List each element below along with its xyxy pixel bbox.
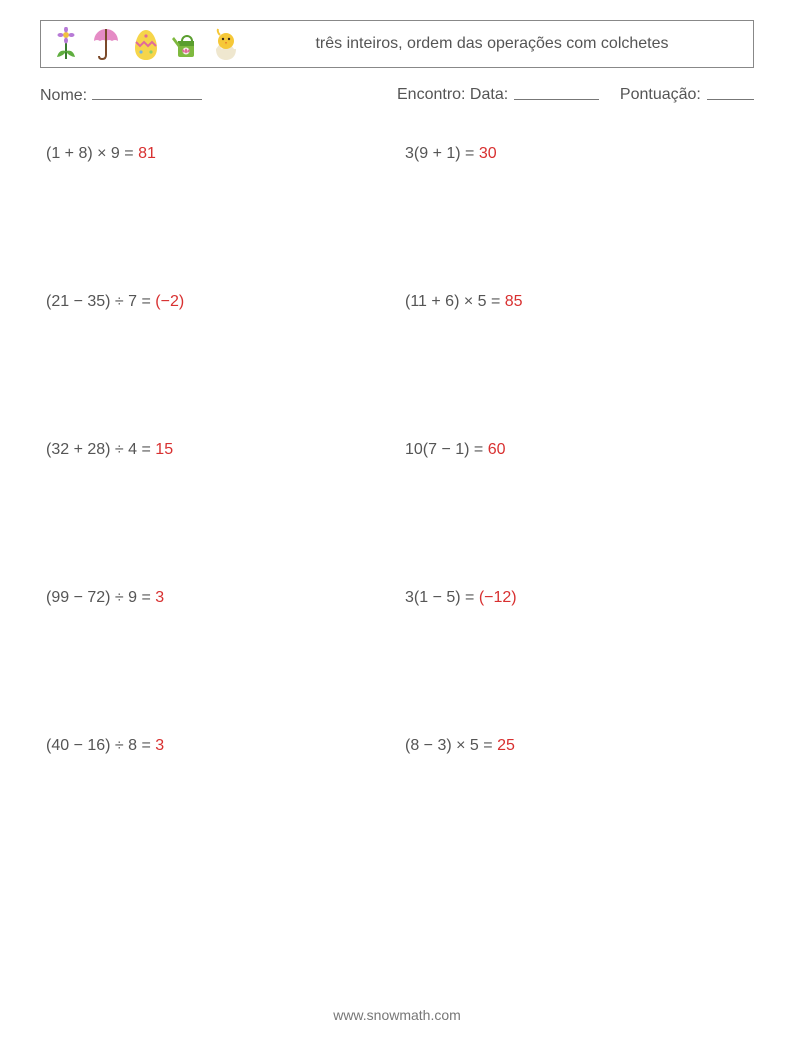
score-label: Pontuação: <box>620 86 701 105</box>
problem-answer: 25 <box>497 737 515 754</box>
problem-answer: 81 <box>138 145 156 162</box>
header-box: três inteiros, ordem das operações com c… <box>40 20 754 68</box>
problem-answer: 85 <box>505 293 523 310</box>
problem-1: (1 + 8) × 9 = 81 <box>46 145 395 163</box>
date-blank[interactable] <box>514 86 599 100</box>
problem-8: 3(1 − 5) = (−12) <box>405 589 754 607</box>
problems-grid: (1 + 8) × 9 = 81 3(9 + 1) = 30 (21 − 35) ÷… <box>40 145 754 755</box>
score-blank[interactable] <box>707 86 754 100</box>
name-label: Nome: <box>40 87 87 104</box>
problem-9: (40 − 16) ÷ 8 = 3 <box>46 737 395 755</box>
problem-expr: (32 + 28) ÷ 4 = <box>46 441 155 458</box>
egg-icon <box>131 27 161 61</box>
problem-answer: 3 <box>155 589 164 606</box>
problem-expr: 3(9 + 1) = <box>405 145 479 162</box>
problem-expr: (11 + 6) × 5 = <box>405 293 505 310</box>
problem-answer: (−2) <box>155 293 184 310</box>
footer-url: www.snowmath.com <box>0 1007 794 1023</box>
chick-icon <box>211 27 241 61</box>
problem-answer: 30 <box>479 145 497 162</box>
problem-expr: (1 + 8) × 9 = <box>46 145 138 162</box>
date-label: Encontro: Data: <box>397 86 508 105</box>
problem-10: (8 − 3) × 5 = 25 <box>405 737 754 755</box>
header-icons <box>41 27 241 61</box>
worksheet-title: três inteiros, ordem das operações com c… <box>241 34 753 54</box>
problem-2: 3(9 + 1) = 30 <box>405 145 754 163</box>
problem-6: 10(7 − 1) = 60 <box>405 441 754 459</box>
info-row: Nome: Encontro: Data: Pontuação: <box>40 86 754 105</box>
problem-answer: (−12) <box>479 589 517 606</box>
problem-expr: 10(7 − 1) = <box>405 441 488 458</box>
problem-expr: (40 − 16) ÷ 8 = <box>46 737 155 754</box>
problem-7: (99 − 72) ÷ 9 = 3 <box>46 589 395 607</box>
problem-expr: 3(1 − 5) = <box>405 589 479 606</box>
umbrella-icon <box>91 27 121 61</box>
problem-answer: 60 <box>488 441 506 458</box>
problem-answer: 3 <box>155 737 164 754</box>
problem-expr: (21 − 35) ÷ 7 = <box>46 293 155 310</box>
problem-5: (32 + 28) ÷ 4 = 15 <box>46 441 395 459</box>
wateringcan-icon <box>171 27 201 61</box>
problem-3: (21 − 35) ÷ 7 = (−2) <box>46 293 395 311</box>
problem-expr: (99 − 72) ÷ 9 = <box>46 589 155 606</box>
problem-expr: (8 − 3) × 5 = <box>405 737 497 754</box>
name-blank[interactable] <box>92 86 202 100</box>
problem-answer: 15 <box>155 441 173 458</box>
problem-4: (11 + 6) × 5 = 85 <box>405 293 754 311</box>
flower-icon <box>51 27 81 61</box>
